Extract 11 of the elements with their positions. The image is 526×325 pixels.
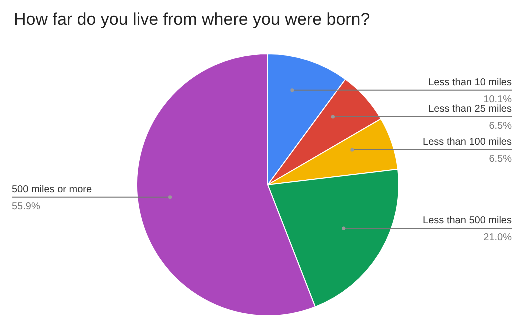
data-label: 21.0% [484,232,512,244]
slice-label: Less than 100 miles [423,137,512,148]
data-label: 55.9% [12,201,40,212]
data-label: 6.5% [489,154,512,166]
data-label: 6.5% [489,120,512,132]
slice-label: Less than 500 miles [423,216,512,227]
chart-title: How far do you live from where you were born? [14,10,370,30]
data-label: 10.1% [484,94,512,106]
slice-label: 500 miles or more [12,184,92,196]
slice-label: Less than 10 miles [428,77,512,88]
slice-label: Less than 25 miles [428,104,512,115]
